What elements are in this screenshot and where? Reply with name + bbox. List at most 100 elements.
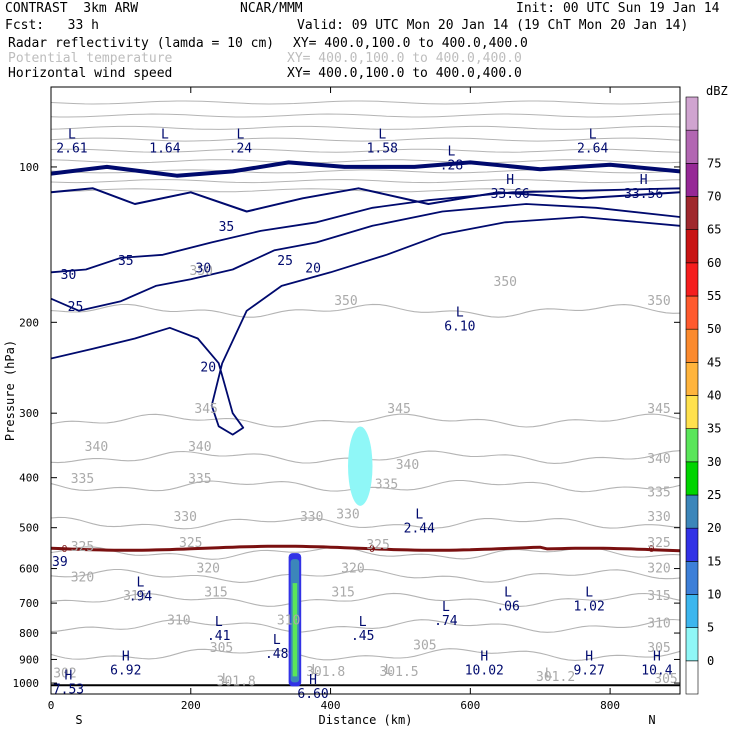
extremum-value: 1.64	[149, 141, 180, 156]
field-name-wind: Horizontal wind speed	[8, 66, 173, 81]
header-title: CONTRAST 3km ARW	[5, 1, 139, 16]
extremum-value: 33.56	[624, 187, 663, 202]
extremum-type: H	[309, 673, 317, 688]
colorbar-label: 30	[707, 455, 721, 469]
header-valid: Valid: 09 UTC Mon 20 Jan 14 (19 ChT Mon …	[297, 18, 689, 33]
colorbar-label: 10	[707, 588, 721, 602]
colorbar-label: 50	[707, 322, 721, 336]
colorbar-label: 75	[707, 156, 721, 170]
theta-label: 340	[647, 452, 670, 467]
theta-line-345	[51, 413, 680, 428]
theta-label: 350	[334, 294, 357, 309]
extremum-value: .48	[265, 647, 288, 662]
colorbar-segment	[685, 561, 699, 595]
colorbar-segment	[685, 163, 699, 197]
theta-line-305	[51, 648, 680, 661]
colorbar-label: 55	[707, 289, 721, 303]
extremum-value: .06	[496, 600, 519, 615]
extremum-type: H	[585, 650, 593, 665]
extremum-type: L	[137, 576, 145, 591]
extremum-type: H	[480, 650, 488, 665]
theta-label: 315	[331, 586, 354, 601]
y-tick-label: 100	[19, 161, 39, 174]
extremum-value: 1.58	[367, 141, 398, 156]
extremum-value: 7.53	[53, 683, 84, 698]
theta-label: 315	[204, 586, 227, 601]
theta-contours	[51, 100, 680, 687]
wind-label: 35	[118, 254, 134, 269]
theta-label: 340	[85, 440, 108, 455]
colorbar-label: 0	[707, 654, 714, 668]
extremum-type: L	[589, 127, 597, 142]
colorbar: 0 5 10 15 20 25 30 35 40 45 50 55 60 65 70 75 dBZ	[685, 84, 728, 695]
y-tick-label: 600	[19, 563, 39, 576]
theta-line-330	[51, 516, 680, 530]
colorbar-label: 60	[707, 256, 721, 270]
colorbar-segment	[685, 461, 699, 496]
colorbar-segment	[685, 196, 699, 230]
extremum-type: L	[448, 144, 456, 159]
field-name-theta: Potential temperature	[8, 51, 173, 66]
colorbar-label: 15	[707, 554, 721, 568]
wind-20-lobe	[51, 216, 680, 436]
theta-label: 330	[300, 510, 323, 525]
theta-label: 325	[71, 540, 94, 555]
extremum-type: L	[378, 127, 386, 142]
x-tick-label: 800	[600, 699, 620, 712]
colorbar-label: 35	[707, 422, 721, 436]
y-tick-label: 300	[19, 407, 39, 420]
y-tick-label: 200	[19, 316, 39, 329]
extremum-type: L	[68, 127, 76, 142]
extremum-type: H	[653, 650, 661, 665]
theta-line-310	[51, 618, 680, 633]
extremum-value: .41	[207, 629, 230, 644]
theta-label: 305	[210, 641, 233, 656]
extremum-type: L	[273, 633, 281, 648]
theta-strat-line	[51, 113, 680, 118]
theta-strat-line	[51, 188, 680, 193]
header-init: Init: 00 UTC Sun 19 Jan 14	[516, 1, 720, 16]
theta-strat-line	[51, 100, 680, 105]
theta-label: 345	[194, 402, 217, 417]
extremum-type: L	[415, 508, 423, 523]
wind-label: 35	[219, 220, 235, 235]
theta-strat-line	[51, 125, 680, 130]
colorbar-label: 70	[707, 190, 721, 204]
theta-label: 330	[647, 510, 670, 525]
theta-label: 325	[179, 536, 202, 551]
extremum-value: .24	[229, 141, 253, 156]
x-tick-label: 200	[181, 699, 201, 712]
wind-label: 25	[68, 300, 84, 315]
extremum-type: H	[65, 669, 73, 684]
theta-label: 301.5	[379, 665, 418, 680]
freezing-level	[51, 544, 680, 553]
wind-25	[51, 203, 680, 312]
extremum-value: 9.27	[573, 664, 604, 679]
theta-label: 340	[188, 440, 211, 455]
theta-label: 320	[71, 570, 94, 585]
extremum-value: .94	[129, 590, 153, 605]
colorbar-segment	[685, 494, 699, 529]
freezing-label: 0	[61, 544, 67, 555]
colorbar-label: 5	[707, 621, 714, 635]
theta-strat-line	[51, 148, 680, 153]
colorbar-segment	[685, 129, 699, 164]
theta-label: 315	[647, 589, 670, 604]
colorbar-label: 40	[707, 389, 721, 403]
theta-label: 350	[190, 264, 213, 279]
colorbar-segment	[685, 362, 699, 396]
extremum-type: H	[122, 650, 130, 665]
theta-label: 305	[413, 638, 436, 653]
wind-label: 20	[200, 360, 216, 375]
extremum-type: H	[640, 173, 648, 188]
x-end-label-n: N	[648, 713, 655, 727]
extremum-type: L	[215, 615, 223, 630]
extremum-type: L	[585, 586, 593, 601]
wind-contours	[51, 160, 680, 436]
colorbar-segment	[685, 627, 699, 662]
theta-label: 301.8	[306, 665, 345, 680]
extremum-value: 6.10	[444, 320, 475, 335]
theta-strat-line	[51, 137, 680, 142]
colorbar-unit: dBZ	[706, 84, 728, 98]
